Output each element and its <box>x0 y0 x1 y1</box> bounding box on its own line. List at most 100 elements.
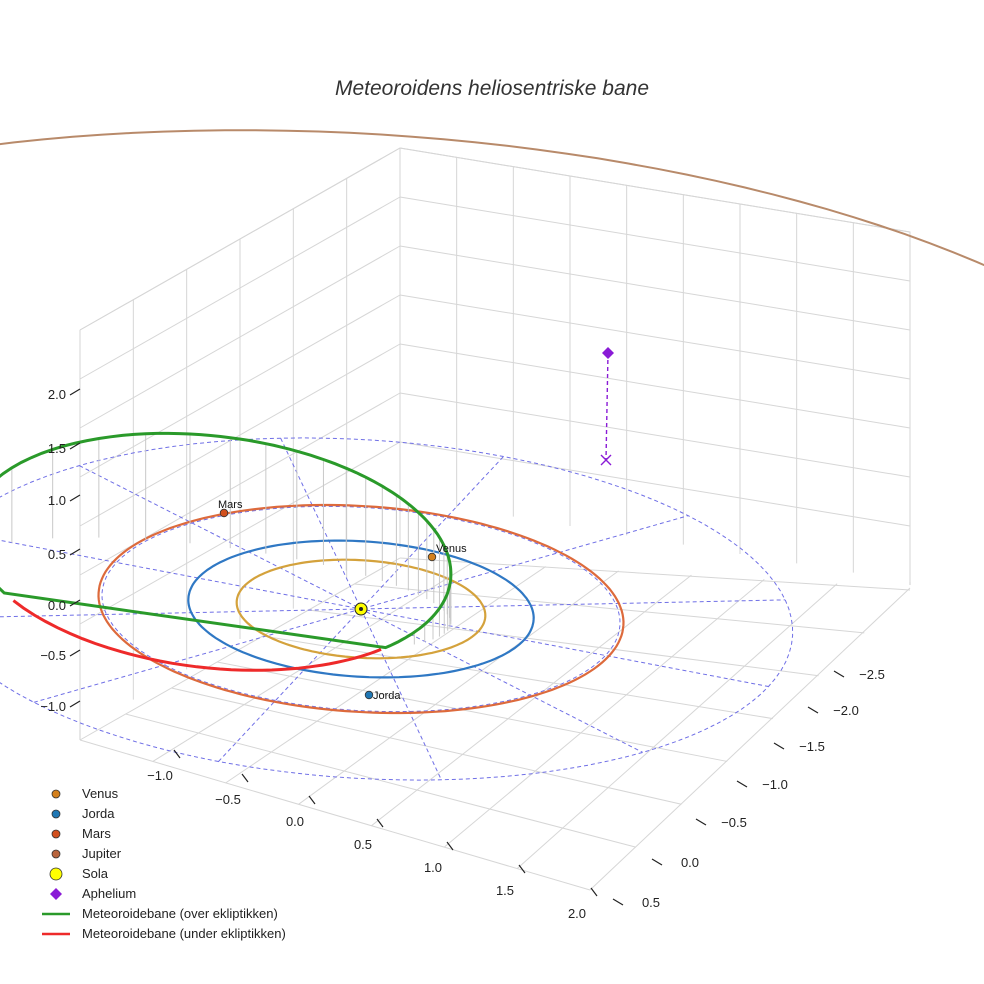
x-tick-mark <box>590 887 598 897</box>
floor-grid-line <box>262 635 773 720</box>
z-tick-label: 1.0 <box>48 493 66 508</box>
legend-swatch-circle <box>51 829 61 839</box>
z-tick-mark <box>69 700 81 708</box>
floor-grid-line <box>298 570 619 805</box>
legend-swatch-circle <box>51 789 61 799</box>
planet-marker-venus <box>427 552 437 562</box>
z-tick-mark <box>69 442 81 450</box>
floor-grid-line <box>589 587 911 891</box>
floor-grid-line <box>443 579 765 848</box>
orbit-venus <box>235 558 487 660</box>
meteoroid-orbit-below-ecliptic <box>12 599 382 672</box>
planet-orbits <box>0 129 984 715</box>
z-tick-label: 0.5 <box>48 547 66 562</box>
floor-grid-line <box>516 583 838 869</box>
y-tick-label: 0.0 <box>681 855 699 870</box>
legend-label: Meteoroidebane (over ekliptikken) <box>82 906 278 921</box>
y-tick-mark <box>736 780 748 788</box>
legend-swatch-diamond <box>50 888 62 900</box>
x-tick-label: 0.5 <box>354 837 372 852</box>
planet-marker-mars <box>219 508 229 518</box>
z-tick-mark <box>69 548 81 556</box>
sun-center <box>359 607 363 611</box>
y-tick-mark <box>612 898 624 906</box>
aphelion-marker <box>602 347 614 359</box>
reference-radial-line <box>33 515 689 703</box>
legend-label: Meteoroidebane (under ekliptikken) <box>82 926 286 941</box>
z-tick-mark <box>69 599 81 607</box>
x-tick-label: −1.0 <box>147 768 173 783</box>
y-tick-mark <box>773 742 785 750</box>
planet-label: Venus <box>436 543 467 555</box>
reference-radial-line <box>0 599 786 618</box>
floor-grid-line <box>217 661 728 762</box>
legend-swatch-circle <box>51 849 61 859</box>
meteoroid-orbit-above-ecliptic <box>0 431 453 650</box>
floor-grid-line <box>225 566 546 784</box>
y-tick-label: −2.0 <box>833 703 859 718</box>
z-tick-label: 1.5 <box>48 441 66 456</box>
x-tick-mark <box>241 773 249 783</box>
floor-grid-line <box>152 561 474 762</box>
z-tick-mark <box>69 388 81 396</box>
grid-line-horizontal <box>399 392 911 478</box>
planet-marker-jorda <box>364 690 374 700</box>
x-tick-mark <box>518 864 526 874</box>
x-tick-label: 1.5 <box>496 883 514 898</box>
x-tick-mark <box>173 749 181 759</box>
reference-circle <box>0 437 794 781</box>
grid-line-horizontal <box>399 245 911 331</box>
planet-label: Mars <box>218 499 243 511</box>
y-tick-mark <box>695 818 707 826</box>
floor-grid-line <box>79 739 591 891</box>
orbit-jupiter <box>0 129 984 267</box>
floor-grid-line <box>399 557 911 591</box>
z-tick-label: 0.0 <box>48 598 66 613</box>
grid-line-horizontal <box>399 294 911 380</box>
floor-grid-line <box>125 713 636 848</box>
chart-title: Meteoroidens heliosentriske bane <box>335 77 649 100</box>
y-tick-label: −0.5 <box>721 815 747 830</box>
x-tick-label: 1.0 <box>424 860 442 875</box>
grid-line-horizontal <box>399 441 911 527</box>
legend-label: Jorda <box>82 806 115 821</box>
aphelion-projection-x <box>600 454 612 466</box>
x-tick-label: −0.5 <box>215 792 241 807</box>
grid-line-horizontal <box>399 343 911 429</box>
floor-grid-line <box>171 687 682 805</box>
x-tick-label: 2.0 <box>568 906 586 921</box>
grid-line-horizontal <box>399 196 911 282</box>
aphelion-drop-line <box>605 352 609 461</box>
x-tick-mark <box>446 841 454 851</box>
floor-grid-line <box>308 609 819 677</box>
floor-grid-line <box>79 557 401 741</box>
y-tick-label: −1.0 <box>762 777 788 792</box>
floor-grid-line <box>371 574 692 827</box>
legend-label: Mars <box>82 826 111 841</box>
y-tick-label: −2.5 <box>859 667 885 682</box>
z-tick-label: −0.5 <box>40 648 66 663</box>
y-tick-label: 0.5 <box>642 895 660 910</box>
legend-label: Jupiter <box>82 846 122 861</box>
z-tick-mark <box>69 494 81 502</box>
z-tick-mark <box>69 649 81 657</box>
axis-ticks: −1.0 −0.5 0.0 0.5 1.0 1.5 2.0 −1.0 −0.5 0.0 0.5 1.0… <box>40 387 885 921</box>
grid-line-horizontal <box>399 147 911 233</box>
legend-swatch-circle <box>49 867 63 881</box>
legend: Venus Jorda Mars Jupiter Sola Aphelium Meteoro… <box>42 786 286 941</box>
y-tick-label: −1.5 <box>799 739 825 754</box>
orbit-mars <box>97 503 625 715</box>
x-tick-mark <box>376 818 384 828</box>
x-tick-mark <box>308 795 316 805</box>
planet-markers: Venus Jorda Mars <box>218 347 614 702</box>
legend-swatch-circle <box>51 809 61 819</box>
legend-label: Sola <box>82 866 109 881</box>
grid-lines <box>79 147 911 891</box>
axis-panes <box>79 147 911 740</box>
z-tick-label: −1.0 <box>40 699 66 714</box>
z-tick-label: 2.0 <box>48 387 66 402</box>
y-tick-mark <box>651 858 663 866</box>
legend-label: Aphelium <box>82 886 136 901</box>
x-tick-label: 0.0 <box>286 814 304 829</box>
y-tick-mark <box>807 706 819 714</box>
